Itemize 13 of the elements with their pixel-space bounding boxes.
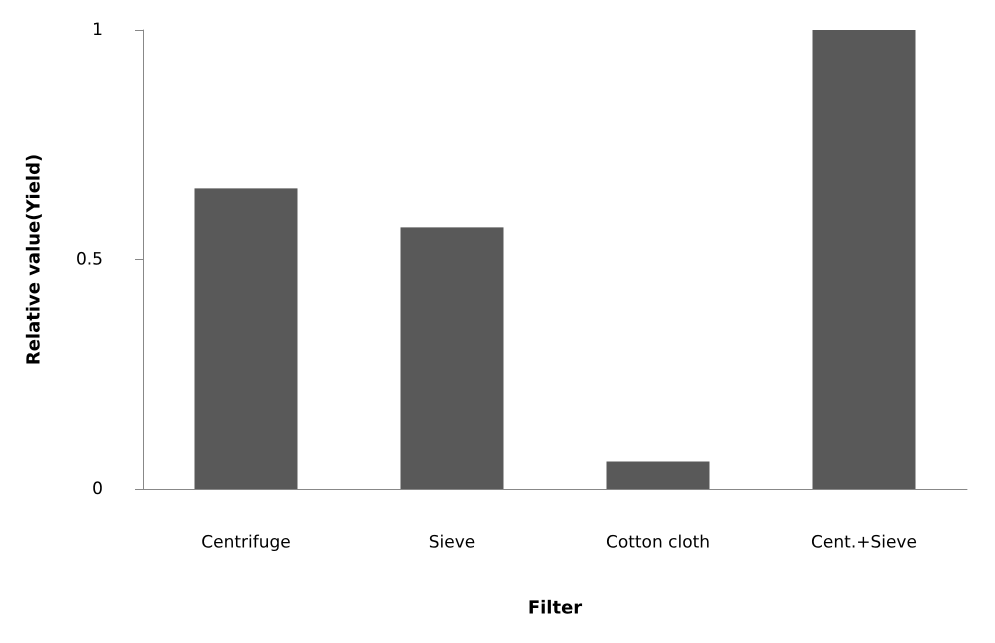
bar (606, 461, 710, 489)
bar (812, 30, 916, 489)
bar (194, 188, 298, 489)
x-tick-label: Cent.+Sieve (811, 532, 917, 552)
bar (400, 227, 504, 489)
y-tick-label: 0.5 (76, 250, 103, 270)
x-axis-title: Filter (528, 598, 582, 618)
y-axis-title: Relative value(Yield) (24, 154, 44, 366)
x-tick-label: Centrifuge (201, 532, 291, 552)
x-tick-label: Cotton cloth (606, 532, 710, 552)
x-tick-label: Sieve (428, 532, 476, 552)
y-tick-label: 1 (92, 20, 103, 40)
y-tick-label: 0 (92, 479, 103, 499)
